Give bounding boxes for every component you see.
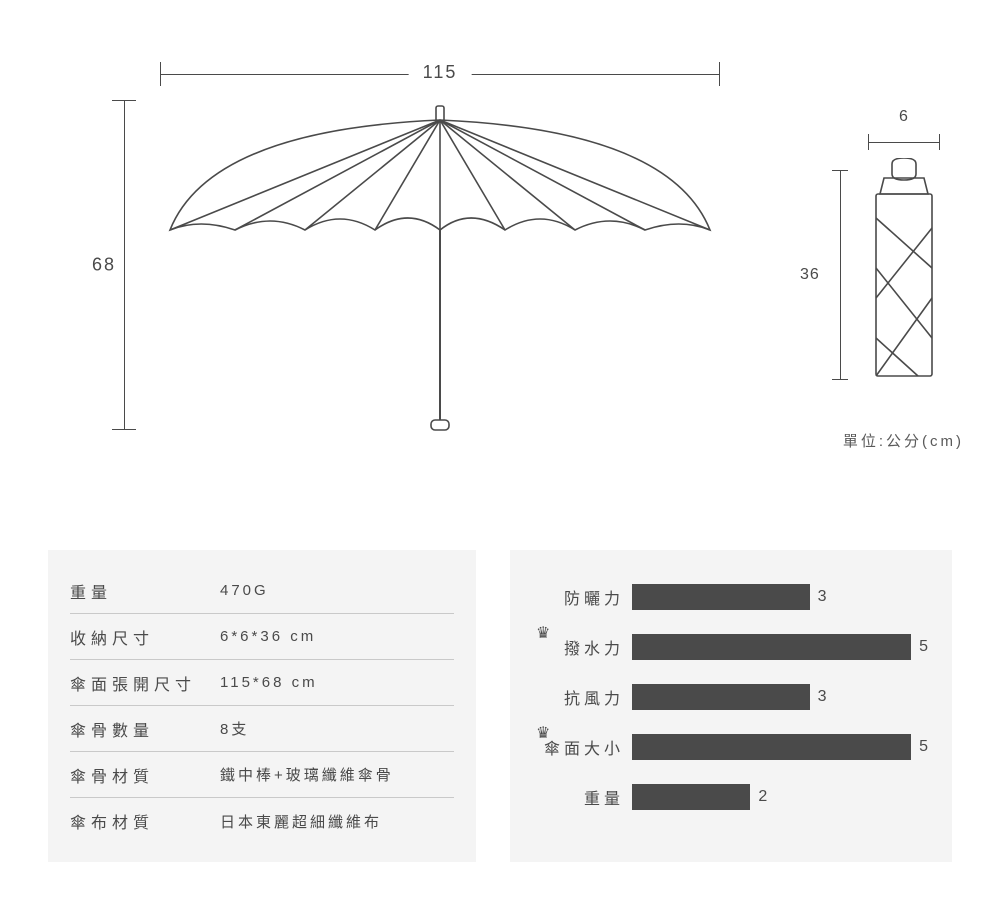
rating-value: 3 [818,588,827,606]
spec-label: 重量 [70,579,220,603]
folded-height-dimension: 36 [828,170,852,380]
folded-umbrella-dimensions: 6 36 [768,130,968,420]
folded-width-label: 6 [899,108,909,126]
rating-label: 防曬力 [564,591,624,608]
spec-label: 傘布材質 [70,809,220,833]
rating-label-wrap: ♛撥水力 [522,635,632,659]
spec-row: 傘布材質日本東麗超細纖維布 [70,798,454,844]
bottom-panels: 重量470G收納尺寸6*6*36 cm傘面張開尺寸115*68 cm傘骨數量8支… [48,550,952,862]
rating-bar-area: 3 [632,684,928,710]
rating-label: 重量 [584,791,624,808]
spec-value: 日本東麗超細纖維布 [220,811,454,832]
rating-bar [632,634,911,660]
rating-bar-area: 5 [632,634,928,660]
unit-note: 單位:公分(cm) [843,430,964,451]
spec-value: 鐵中棒+玻璃纖維傘骨 [220,764,454,785]
open-height-label: 68 [92,251,116,280]
rating-row: 重量 2 [522,772,928,822]
dimension-diagram: 115 68 [0,0,1000,460]
rating-bar-area: 3 [632,584,928,610]
rating-label-wrap: 防曬力 [522,585,632,609]
rating-row: ♛撥水力5 [522,622,928,672]
rating-row: ♛傘面大小 5 [522,722,928,772]
rating-bar [632,684,810,710]
open-height-dimension: 68 [110,100,140,430]
rating-row: 抗風力 3 [522,672,928,722]
spec-label: 傘骨數量 [70,717,220,741]
spec-value: 6*6*36 cm [220,628,454,645]
rating-row: 防曬力 3 [522,572,928,622]
open-umbrella-icon [150,100,730,440]
rating-bar [632,734,911,760]
folded-width-dimension: 6 [868,130,940,154]
spec-table: 重量470G收納尺寸6*6*36 cm傘面張開尺寸115*68 cm傘骨數量8支… [48,550,476,862]
rating-label: 抗風力 [564,691,624,708]
rating-value: 3 [818,688,827,706]
rating-label: 撥水力 [564,641,624,658]
open-width-dimension: 115 [160,60,720,90]
spec-label: 傘面張開尺寸 [70,671,220,695]
rating-label-wrap: ♛傘面大小 [522,735,632,759]
rating-value: 5 [919,638,928,656]
folded-height-label: 36 [800,266,820,284]
spec-row: 傘骨數量8支 [70,706,454,752]
spec-value: 8支 [220,718,454,739]
spec-value: 470G [220,582,454,599]
rating-value: 5 [919,738,928,756]
folded-umbrella-icon [868,158,940,382]
rating-bar-area: 5 [632,734,928,760]
rating-label-wrap: 抗風力 [522,685,632,709]
open-umbrella-dimensions: 115 68 [90,40,710,440]
rating-bar-area: 2 [632,784,928,810]
spec-value: 115*68 cm [220,674,454,691]
crown-icon: ♛ [536,723,550,743]
rating-label-wrap: 重量 [522,785,632,809]
crown-icon: ♛ [536,623,550,643]
rating-chart: 防曬力3♛撥水力5抗風力3♛傘面大小5重量2 [510,550,952,862]
spec-label: 傘骨材質 [70,763,220,787]
open-width-label: 115 [409,62,472,83]
rating-value: 2 [758,788,767,806]
rating-bar [632,784,750,810]
spec-row: 傘面張開尺寸115*68 cm [70,660,454,706]
spec-row: 傘骨材質鐵中棒+玻璃纖維傘骨 [70,752,454,798]
spec-row: 重量470G [70,568,454,614]
spec-row: 收納尺寸6*6*36 cm [70,614,454,660]
rating-bar [632,584,810,610]
spec-label: 收納尺寸 [70,625,220,649]
rating-label: 傘面大小 [544,741,624,758]
